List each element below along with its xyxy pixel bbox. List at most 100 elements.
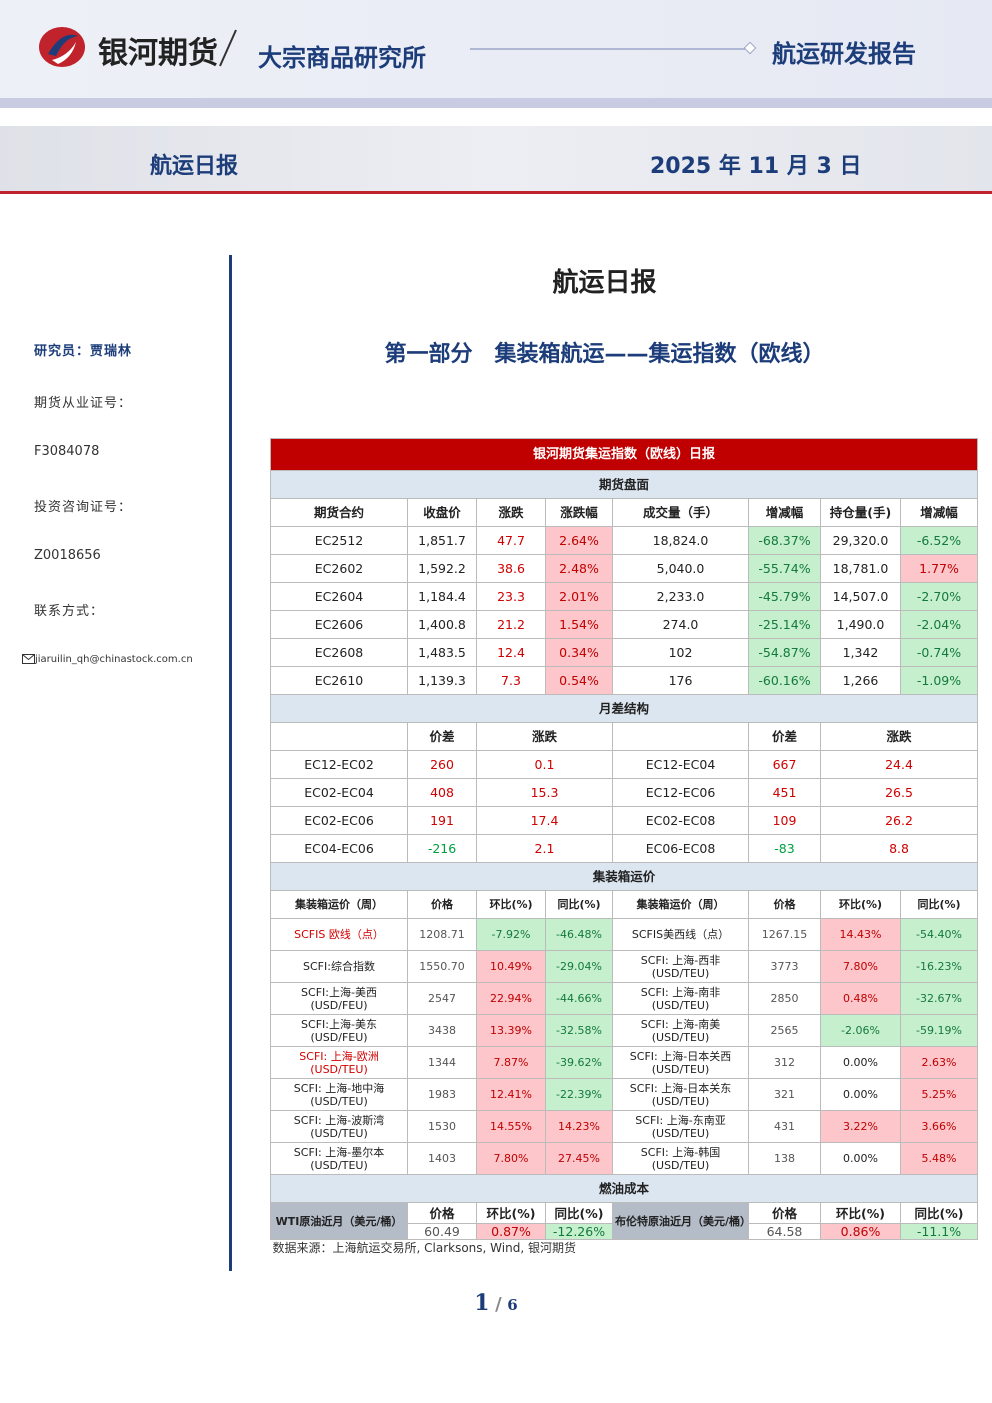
table-cell: 2850 xyxy=(748,982,821,1015)
table-cell: SCFI: 上海-波斯湾 (USD/TEU) xyxy=(270,1110,408,1143)
table-cell: 191 xyxy=(407,806,477,835)
sidebar-rule xyxy=(229,255,232,1271)
table-cell: 7.80% xyxy=(476,1142,546,1175)
table-cell: SCFIS 欧线（点） xyxy=(270,918,408,951)
table-cell: 1.54% xyxy=(545,610,613,639)
table-cell: 18,781.0 xyxy=(820,554,901,583)
table-row: EC2602 1,592.2 38.6 2.48% 5,040.0 -55.74% 18,7… xyxy=(270,554,979,583)
table-cell: 2.48% xyxy=(545,554,613,583)
column-header: 集装箱运价（周） xyxy=(270,890,408,919)
table-row: 燃油成本 xyxy=(269,1174,979,1203)
table-cell: 2,233.0 xyxy=(612,582,749,611)
table-row: SCFI: 上海-欧洲 (USD/TEU) 1344 7.87% -39.62% SCF… xyxy=(270,1046,979,1079)
table-cell: EC06-EC08 xyxy=(612,834,749,863)
table-cell: 2.64% xyxy=(545,526,613,555)
table-cell: -6.52% xyxy=(899,526,979,555)
table-cell: SCFI: 上海-墨尔本 (USD/TEU) xyxy=(270,1142,408,1175)
table-cell: 7.3 xyxy=(476,666,546,695)
column-header: 同比(%) xyxy=(899,890,979,919)
table-cell: SCFI: 上海-地中海 (USD/TEU) xyxy=(270,1078,408,1111)
consult-label: 投资咨询证号： xyxy=(34,500,133,515)
table-row: 集装箱运价 xyxy=(269,862,979,891)
table-row: SCFI: 上海-波斯湾 (USD/TEU) 1530 14.55% 14.23% SC… xyxy=(270,1110,979,1143)
table-cell: -46.48% xyxy=(545,918,613,951)
table-cell: 1,490.0 xyxy=(820,610,901,639)
table-cell xyxy=(612,722,749,751)
table-cell: 3.66% xyxy=(899,1110,979,1143)
table-row: SCFIS 欧线（点） 1208.71 -7.92% -46.48% SCFIS美西线（… xyxy=(270,918,979,951)
table-cell: EC2606 xyxy=(270,610,408,639)
page-separator: / xyxy=(495,1294,502,1315)
table-cell: 5,040.0 xyxy=(612,554,749,583)
table-row: EC2604 1,184.4 23.3 2.01% 2,233.0 -45.79% 14,5… xyxy=(270,582,979,611)
column-header: 同比(%) xyxy=(545,1202,613,1224)
table-cell: 451 xyxy=(748,778,821,807)
table-cell: -12.26% xyxy=(545,1223,613,1240)
table-cell: 60.49 xyxy=(407,1223,477,1240)
email-icon xyxy=(22,654,35,664)
table-cell: SCFI: 上海-日本关东 (USD/TEU) xyxy=(612,1078,749,1111)
table-cell: 2.01% xyxy=(545,582,613,611)
table-cell: SCFI: 上海-东南亚 (USD/TEU) xyxy=(612,1110,749,1143)
table-cell: 26.2 xyxy=(819,806,979,835)
table-cell: SCFI: 上海-欧洲 (USD/TEU) xyxy=(270,1046,408,1079)
table-cell: -25.14% xyxy=(748,610,821,639)
table-row: 数据来源：上海航运交易所, Clarksons, Wind, 银河期货 xyxy=(271,1240,978,1258)
table-cell: -44.66% xyxy=(545,982,613,1015)
table-row: EC02-EC06 191 17.4 EC02-EC08 109 26.2 xyxy=(270,806,979,835)
table-cell: 12.41% xyxy=(476,1078,546,1111)
section-heading: 集装箱运价 xyxy=(269,862,979,891)
table-cell: 431 xyxy=(748,1110,821,1143)
table-cell: 408 xyxy=(407,778,477,807)
table-cell: 1,592.2 xyxy=(407,554,477,583)
table-cell: 0.54% xyxy=(545,666,613,695)
table-cell: 0.48% xyxy=(820,982,901,1015)
table-row: SCFI: 上海-地中海 (USD/TEU) 1983 12.41% -22.39% S… xyxy=(270,1078,979,1111)
column-header: 期货合约 xyxy=(270,498,408,527)
table-row: SCFI:上海-美东 (USD/FEU) 3438 13.39% -32.58% SCF… xyxy=(270,1014,979,1047)
table-cell: 7.80% xyxy=(820,950,901,983)
table-cell: -83 xyxy=(748,834,821,863)
logo-text: 银河期货 xyxy=(98,36,218,71)
table-cell: -2.04% xyxy=(899,610,979,639)
table-cell: EC2610 xyxy=(270,666,408,695)
table-cell: 0.1 xyxy=(476,750,613,779)
column-header: 涨跌 xyxy=(476,498,546,527)
table-cell: 1,483.5 xyxy=(407,638,477,667)
table-row: SCFI:综合指数 1550.70 10.49% -29.04% SCFI: 上海-西非… xyxy=(270,950,979,983)
table-cell: EC02-EC04 xyxy=(270,778,408,807)
column-header: 价格 xyxy=(748,1202,821,1224)
table-cell: 2.63% xyxy=(899,1046,979,1079)
table-cell: -11.1% xyxy=(899,1223,979,1240)
table-cell: -29.04% xyxy=(545,950,613,983)
column-header: 涨跌幅 xyxy=(545,498,613,527)
table-cell: -54.87% xyxy=(748,638,821,667)
section-heading: 燃油成本 xyxy=(269,1174,979,1203)
table-cell: 2565 xyxy=(748,1014,821,1047)
table-cell: 1267.15 xyxy=(748,918,821,951)
table-cell: -7.92% xyxy=(476,918,546,951)
table-cell: -60.16% xyxy=(748,666,821,695)
banner-title: 航运日报 xyxy=(150,154,239,179)
table-cell: 274.0 xyxy=(612,610,749,639)
table-cell: -54.40% xyxy=(899,918,979,951)
email: jiaruilin_qh@chinastock.com.cn xyxy=(35,654,193,665)
table-cell: 5.48% xyxy=(899,1142,979,1175)
table-title: 银河期货集运指数（欧线）日报 xyxy=(269,438,979,471)
column-header: 增减幅 xyxy=(899,498,979,527)
table-cell: 3438 xyxy=(407,1014,477,1047)
table-cell: 47.7 xyxy=(476,526,546,555)
table-cell: 102 xyxy=(612,638,749,667)
column-header: 价格 xyxy=(407,890,477,919)
banner xyxy=(0,126,992,194)
table-cell: -22.39% xyxy=(545,1078,613,1111)
table-cell: EC2608 xyxy=(270,638,408,667)
table-cell: -216 xyxy=(407,834,477,863)
column-header: 环比(%) xyxy=(820,1202,901,1224)
table-cell: 17.4 xyxy=(476,806,613,835)
table-cell: 1,851.7 xyxy=(407,526,477,555)
table-cell: 0.00% xyxy=(820,1142,901,1175)
table-cell: EC02-EC08 xyxy=(612,806,749,835)
